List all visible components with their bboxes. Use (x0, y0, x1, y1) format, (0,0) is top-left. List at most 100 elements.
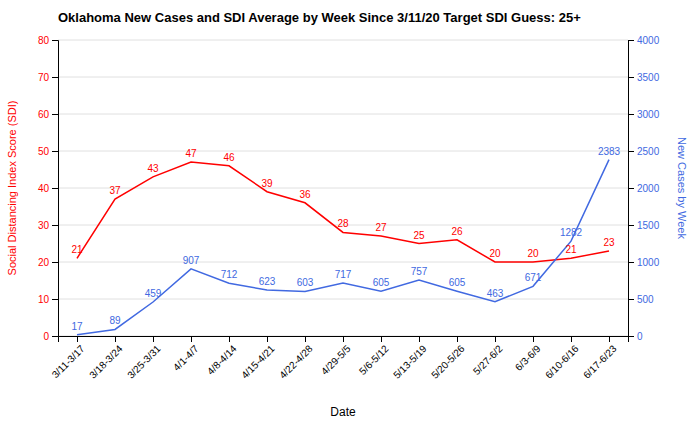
y-tick: 20 (38, 257, 58, 268)
x-tick-label: 3/25-3/31 (125, 343, 163, 381)
y2-tick: 0 (628, 331, 643, 342)
y-tick-mark (52, 299, 58, 300)
x-tick: 4/29-5/5 (319, 336, 353, 377)
y-tick: 10 (38, 294, 58, 305)
y2-tick-mark (628, 188, 634, 189)
x-tick-label: 6/10-6/16 (543, 343, 581, 381)
y-tick-mark (52, 262, 58, 263)
y2-tick-mark (628, 40, 634, 41)
y-tick-mark (52, 114, 58, 115)
y2-tick-label: 2500 (637, 146, 660, 157)
data-label: 25 (413, 230, 425, 241)
y-tick: 0 (43, 331, 58, 342)
data-label: 2383 (598, 146, 621, 157)
y-tick-label: 10 (38, 294, 50, 305)
x-tick: 4/15-4/21 (239, 336, 277, 381)
grid-line (58, 77, 628, 78)
y2-tick-mark (628, 77, 634, 78)
data-label: 37 (109, 185, 121, 196)
data-label: 39 (261, 178, 273, 189)
y2-tick-label: 0 (637, 331, 643, 342)
y-tick-mark (52, 151, 58, 152)
x-tick-label: 3/18-3/24 (87, 343, 125, 381)
x-tick: 4/1-4/7 (171, 336, 201, 373)
data-label: 20 (527, 248, 539, 259)
x-tick-label: 6/17-6/23 (581, 343, 619, 381)
x-axis-line (59, 337, 629, 343)
y-tick-label: 80 (38, 35, 50, 46)
y2-tick: 3000 (628, 109, 660, 120)
y2-axis-title: New Cases by Week (676, 137, 688, 239)
x-tick: 4/8-4/14 (205, 336, 239, 377)
x-tick-label: 5/27-6/2 (471, 343, 505, 377)
y2-tick-label: 500 (637, 294, 654, 305)
x-axis: 3/11-3/173/18-3/243/25-3/31 4/1-4/74/8-4/… (50, 336, 629, 381)
data-label: 89 (109, 315, 121, 326)
y-axis-title: Social Distancing Index Score (SDI) (6, 101, 18, 276)
x-tick-label: 6/3-6/9 (513, 343, 543, 373)
y2-tick: 2500 (628, 146, 660, 157)
y2-tick: 500 (628, 294, 654, 305)
data-label: 43 (147, 163, 159, 174)
y-tick-label: 30 (38, 220, 50, 231)
y-tick-mark (52, 225, 58, 226)
y-tick-label: 60 (38, 109, 50, 120)
y2-tick-mark (628, 114, 634, 115)
data-label: 605 (449, 277, 466, 288)
x-tick: 3/18-3/24 (87, 336, 125, 381)
x-tick-mark (229, 336, 230, 342)
x-tick-label: 4/15-4/21 (239, 343, 277, 381)
x-tick-label: 5/20-5/26 (429, 343, 467, 381)
y-tick: 80 (38, 35, 58, 46)
series-line (77, 162, 609, 262)
data-label: 463 (487, 288, 504, 299)
x-tick-mark (305, 336, 306, 342)
data-label: 757 (411, 266, 428, 277)
x-tick-mark (457, 336, 458, 342)
grid-line (58, 40, 628, 41)
y2-axis: 0 500 1000 1500 2000 2500 3000 3500 4000 (628, 35, 660, 342)
data-label: 46 (223, 152, 235, 163)
y-tick-label: 40 (38, 183, 50, 194)
data-label: 603 (297, 277, 314, 288)
y-tick: 60 (38, 109, 58, 120)
grid-line (58, 114, 628, 115)
data-label: 23 (603, 237, 615, 248)
data-label: 671 (525, 272, 542, 283)
x-tick-mark (77, 336, 78, 342)
x-tick-label: 4/8-4/14 (205, 343, 239, 377)
y2-tick-label: 1000 (637, 257, 660, 268)
data-label: 907 (183, 255, 200, 266)
data-label: 459 (145, 288, 162, 299)
y-tick-mark (52, 336, 58, 337)
y2-tick-label: 4000 (637, 35, 660, 46)
grid-line (58, 188, 628, 189)
x-tick-mark (191, 336, 192, 342)
y-tick-mark (52, 188, 58, 189)
y2-tick-label: 2000 (637, 183, 660, 194)
y-tick-mark (52, 40, 58, 41)
data-label: 21 (71, 244, 83, 255)
x-tick-mark (153, 336, 154, 342)
x-tick: 3/25-3/31 (125, 336, 163, 381)
grid (58, 40, 628, 336)
y2-tick: 2000 (628, 183, 660, 194)
y-tick: 50 (38, 146, 58, 157)
chart-svg: 0102030405060708005001000150020002500300… (0, 0, 690, 426)
y-axis-line (52, 41, 59, 337)
y-axis: 01020304050607080 (38, 35, 59, 342)
x-tick-label: 5/6-5/12 (357, 343, 391, 377)
x-tick: 3/11-3/17 (50, 336, 87, 380)
x-tick: 6/17-6/23 (581, 336, 619, 381)
y2-tick-label: 1500 (637, 220, 660, 231)
data-label: 605 (373, 277, 390, 288)
data-label: 20 (489, 248, 501, 259)
data-label: 623 (259, 276, 276, 287)
x-tick-mark (115, 336, 116, 342)
x-tick: 6/3-6/9 (513, 336, 543, 373)
x-tick-label: 4/22-4/28 (277, 343, 315, 381)
plot-area (77, 160, 609, 335)
y2-tick: 3500 (628, 72, 660, 83)
x-tick-mark (419, 336, 420, 342)
x-tick-mark (267, 336, 268, 342)
